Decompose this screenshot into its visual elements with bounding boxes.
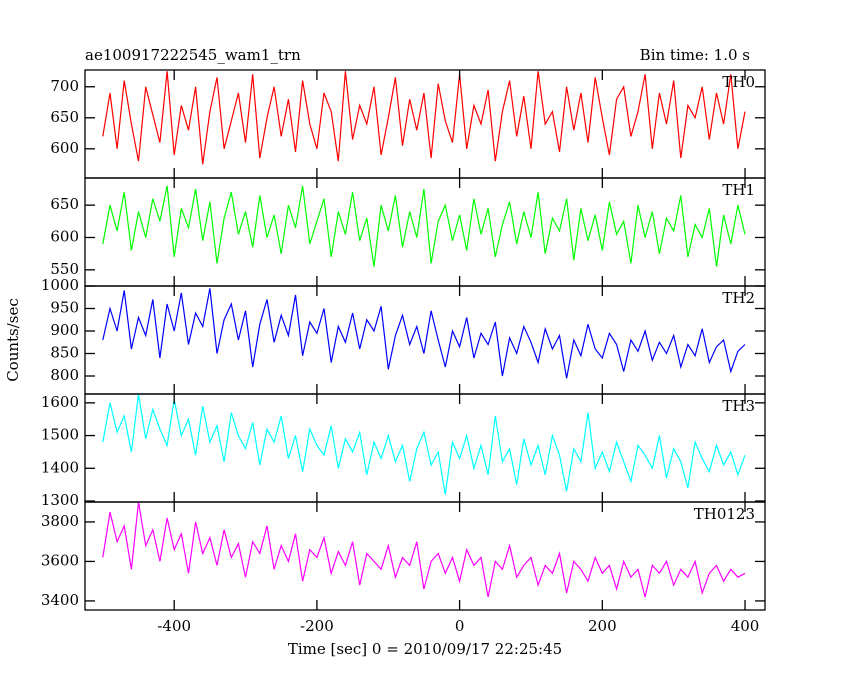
y-tick-label: 3400: [41, 591, 79, 609]
x-tick-label: -400: [157, 617, 191, 635]
y-tick-label: 1300: [41, 491, 79, 509]
y-tick-label: 1500: [41, 426, 79, 444]
series-line: [102, 71, 746, 165]
panel-label: TH0123: [694, 505, 755, 523]
series-line: [102, 185, 746, 267]
y-tick-label: 1000: [41, 276, 79, 294]
y-tick-label: 950: [50, 299, 79, 317]
y-tick-label: 650: [50, 195, 79, 213]
panel-label: TH2: [722, 289, 755, 307]
y-tick-label: 1400: [41, 458, 79, 476]
y-tick-label: 1600: [41, 393, 79, 411]
y-tick-label: 550: [50, 260, 79, 278]
chart-subtitle: Bin time: 1.0 s: [640, 46, 750, 64]
panel-frame: [84, 285, 766, 395]
panel-frame: [84, 501, 766, 611]
panel-label: TH0: [722, 73, 755, 91]
x-tick-label: 0: [455, 617, 465, 635]
series-line: [102, 502, 746, 598]
y-tick-label: 900: [50, 321, 79, 339]
y-tick-label: 700: [50, 77, 79, 95]
x-tick-label: 200: [588, 617, 617, 635]
series-line: [102, 288, 746, 379]
panel-label: TH1: [722, 181, 755, 199]
panel-frame: [84, 393, 766, 503]
series-line: [102, 394, 746, 495]
y-tick-label: 650: [50, 108, 79, 126]
chart-title: ae100917222545_wam1_trn: [85, 46, 301, 64]
x-axis-label: Time [sec] 0 = 2010/09/17 22:25:45: [288, 640, 562, 658]
y-tick-label: 800: [50, 366, 79, 384]
y-tick-label: 600: [50, 227, 79, 245]
y-axis-label: Counts/sec: [4, 298, 22, 382]
y-tick-label: 600: [50, 139, 79, 157]
panel-label: TH3: [722, 397, 755, 415]
x-tick-label: 400: [731, 617, 760, 635]
y-tick-label: 3800: [41, 512, 79, 530]
x-tick-label: -200: [300, 617, 334, 635]
y-tick-label: 850: [50, 344, 79, 362]
y-tick-label: 3600: [41, 551, 79, 569]
